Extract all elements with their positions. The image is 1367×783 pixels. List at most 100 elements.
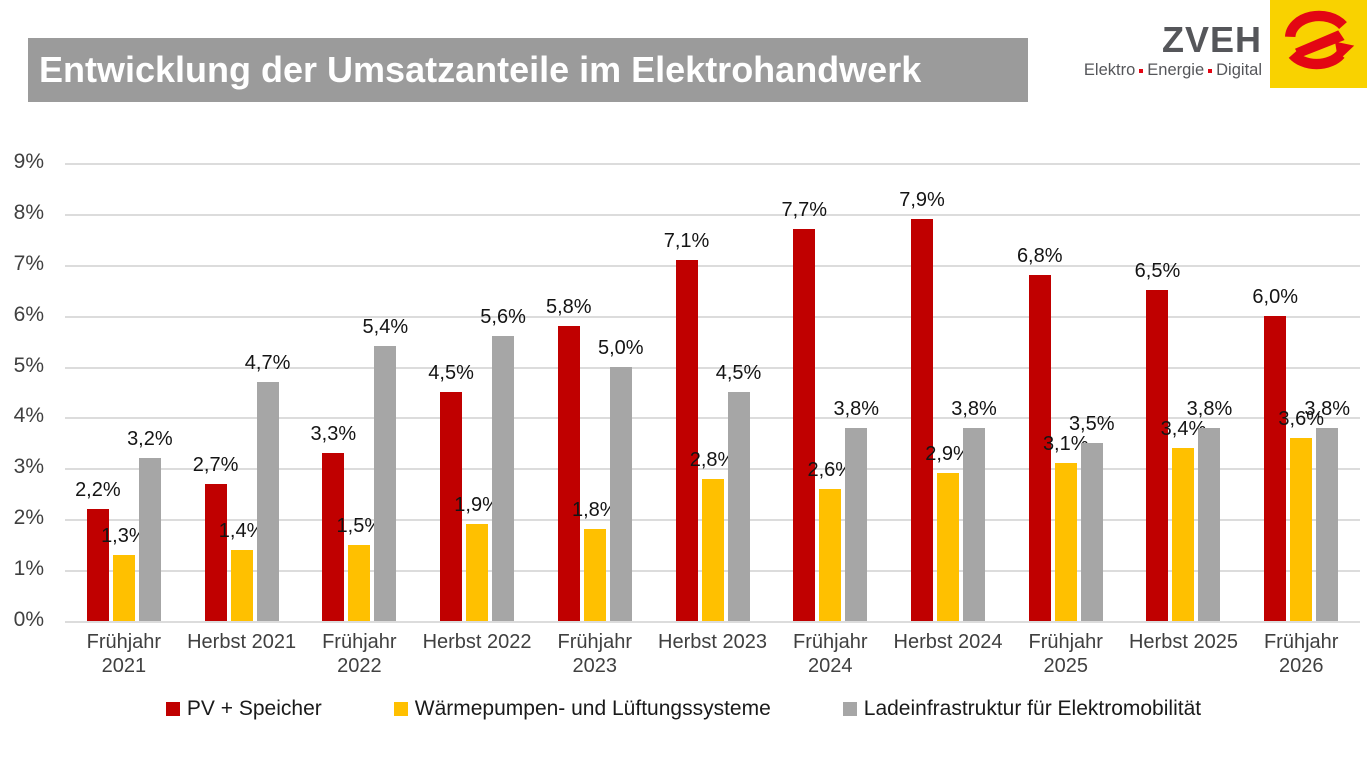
x-category: Herbst 2025 xyxy=(1125,630,1243,678)
bar-value-label: 3,1% xyxy=(1042,433,1089,456)
bar-value-label: 1,8% xyxy=(572,499,618,522)
y-tick-label: 4% xyxy=(13,404,44,428)
legend-item: PV + Speicher xyxy=(165,697,322,721)
bar-slot: 3,8% xyxy=(1304,163,1350,621)
bar xyxy=(1054,463,1077,621)
bar-group: 7,7% 2,6% 3,8% xyxy=(771,163,889,621)
bar xyxy=(492,336,515,621)
bar xyxy=(256,381,279,621)
bar-slot: 4,5% xyxy=(428,163,474,621)
bar-value-label: 7,9% xyxy=(899,188,945,211)
gridline xyxy=(65,315,1360,318)
bar xyxy=(1146,290,1169,621)
gridline xyxy=(65,468,1360,471)
bar-slot: 3,4% xyxy=(1161,163,1206,621)
bar-slot: 2,8% xyxy=(690,163,735,621)
bar-group: 6,5% 3,4% 3,8% xyxy=(1125,163,1243,621)
legend-item: Wärmepumpen- und Lüftungssysteme xyxy=(393,697,771,721)
gridline xyxy=(65,213,1360,216)
x-category-label: Herbst 2021 xyxy=(187,631,297,653)
bar-group: 2,2% 1,3% 3,2% xyxy=(65,163,183,621)
x-category-label: Herbst 2022 xyxy=(422,631,532,653)
bar xyxy=(1198,427,1221,621)
bar xyxy=(793,229,816,621)
bar-slot: 4,7% xyxy=(245,163,290,621)
bar-group: 7,9% 2,9% 3,8% xyxy=(889,163,1007,621)
bar-value-label: 5,8% xyxy=(546,295,592,318)
bar-value-label: 4,7% xyxy=(244,351,291,374)
bar xyxy=(557,325,580,621)
x-category-label: Frühjahr 2021 xyxy=(86,631,162,677)
bar-value-label: 7,1% xyxy=(663,229,710,252)
page-title: Entwicklung der Umsatzanteile im Elektro… xyxy=(39,49,922,90)
bar-slot: 1,3% xyxy=(101,163,147,621)
x-category-label: Herbst 2025 xyxy=(1128,631,1238,653)
x-category: Frühjahr 2026 xyxy=(1242,630,1360,678)
bar xyxy=(675,259,698,621)
tagline-elektro: Elektro xyxy=(1083,61,1136,79)
bar-slot: 5,6% xyxy=(480,163,526,621)
bar xyxy=(374,346,397,621)
x-category-label: Herbst 2023 xyxy=(658,631,768,653)
x-category-label: Herbst 2024 xyxy=(893,631,1003,653)
bar-value-label: 6,8% xyxy=(1016,244,1063,267)
bar-group: 2,7% 1,4% 4,7% xyxy=(183,163,301,621)
bar-value-label: 3,4% xyxy=(1160,417,1207,440)
bar xyxy=(1172,447,1195,621)
bar xyxy=(845,427,868,621)
zveh-e-swoosh-icon xyxy=(1284,10,1354,70)
bar xyxy=(727,392,750,621)
bar-value-label: 2,9% xyxy=(925,443,971,466)
title-bar: Entwicklung der Umsatzanteile im Elektro… xyxy=(28,38,1028,102)
bar-value-label: 5,0% xyxy=(598,336,644,359)
bar xyxy=(911,218,933,621)
bar-value-label: 2,7% xyxy=(192,453,239,476)
bar-slot: 1,9% xyxy=(454,163,500,621)
bar xyxy=(583,529,606,621)
bar-groups: 2,2% 1,3% 3,2% 2,7% 1,4% 4,7% 3,3% 1,5% 5,4% 4,5%… xyxy=(65,163,1360,621)
bar-slot: 3,6% xyxy=(1278,163,1324,621)
bar-slot: 7,9% xyxy=(899,163,945,621)
gridline xyxy=(65,264,1360,267)
x-category-label: Frühjahr 2025 xyxy=(1028,631,1103,677)
bar-slot: 7,1% xyxy=(664,163,709,621)
y-tick-label: 6% xyxy=(13,302,44,326)
bar-slot: 2,6% xyxy=(807,163,853,621)
legend-swatch xyxy=(165,702,180,716)
gridline xyxy=(65,163,1360,165)
bar xyxy=(1028,274,1051,621)
bar-value-label: 1,9% xyxy=(454,494,500,517)
bar-value-label: 3,5% xyxy=(1068,412,1115,435)
zveh-tagline: Elektro Energie Digital xyxy=(1084,62,1262,79)
bar xyxy=(440,392,463,621)
bar-value-label: 3,8% xyxy=(951,397,997,420)
bar-value-label: 5,6% xyxy=(480,306,526,329)
tagline-separator-dot xyxy=(1208,69,1213,74)
bar-value-label: 6,5% xyxy=(1134,260,1181,283)
bar xyxy=(1290,437,1313,621)
zveh-logo-icon xyxy=(1270,0,1367,88)
bar xyxy=(609,366,632,621)
bar-slot: 3,8% xyxy=(1187,163,1232,621)
bar-value-label: 3,8% xyxy=(1186,397,1233,420)
x-category: Frühjahr 2022 xyxy=(300,630,418,678)
bar-slot: 1,8% xyxy=(572,163,618,621)
bar-group: 6,8% 3,1% 3,5% xyxy=(1007,163,1125,621)
bar-value-label: 3,6% xyxy=(1278,407,1324,430)
bar xyxy=(230,549,253,621)
x-category-label: Frühjahr 2024 xyxy=(793,631,868,677)
y-tick-label: 1% xyxy=(13,557,44,581)
bar-slot: 7,7% xyxy=(781,163,827,621)
legend-label: PV + Speicher xyxy=(186,697,322,720)
bar xyxy=(937,473,959,621)
bar xyxy=(963,427,985,621)
bar-value-label: 1,5% xyxy=(336,514,383,537)
bar-value-label: 1,3% xyxy=(101,524,147,547)
bar xyxy=(466,524,489,621)
x-category-label: Frühjahr 2026 xyxy=(1263,631,1339,677)
tagline-separator-dot xyxy=(1139,69,1144,74)
bar-value-label: 3,3% xyxy=(310,423,357,446)
bar xyxy=(138,458,161,621)
y-tick-label: 5% xyxy=(13,353,44,377)
bar-value-label: 4,5% xyxy=(715,362,762,384)
